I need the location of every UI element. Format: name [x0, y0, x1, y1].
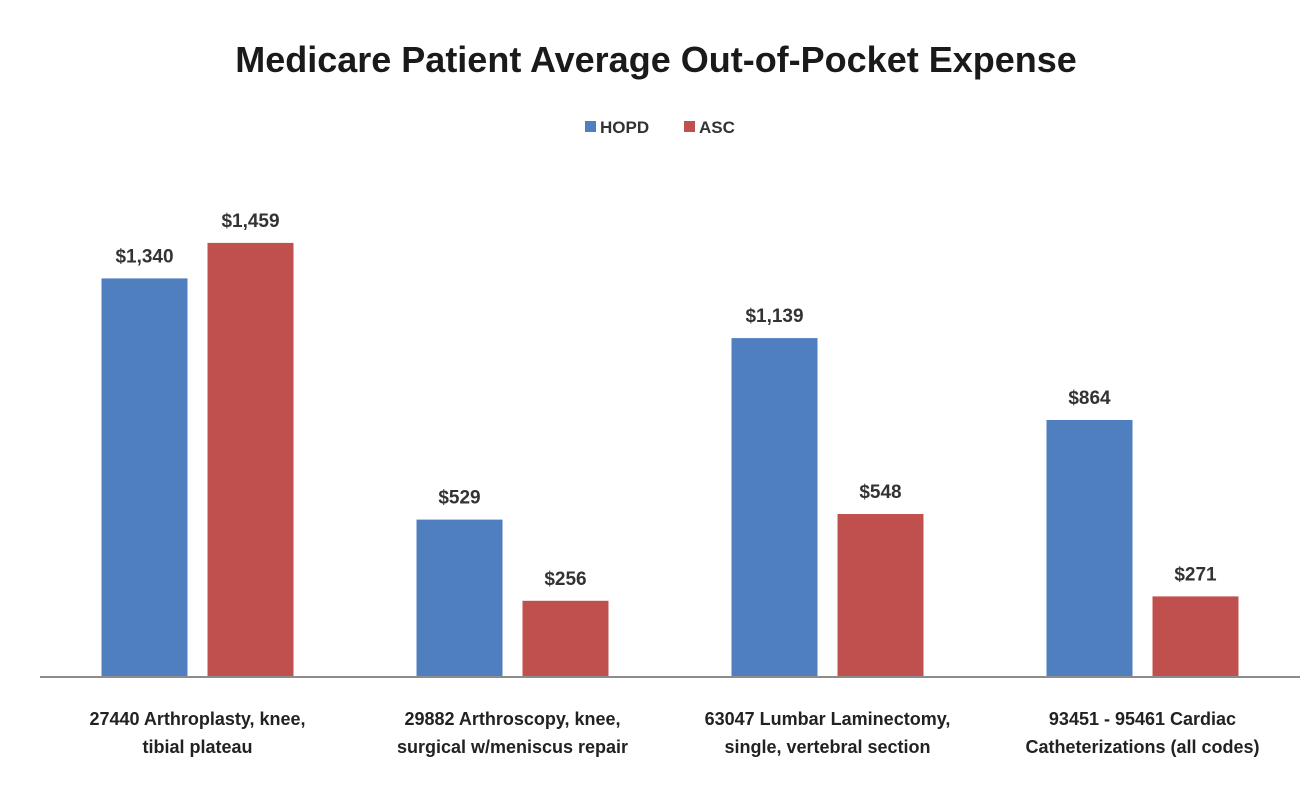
bar-asc-2 [522, 600, 609, 677]
bar-hopd-3 [731, 338, 818, 677]
category-label-1-line-2: tibial plateau [142, 737, 252, 757]
value-labels: $1,340 $1,459 $529 $256 $1,139 $548 $864 $271 [115, 211, 1217, 590]
category-labels: 27440 Arthroplasty, knee, tibial plateau 2… [89, 709, 1259, 757]
chart-title: Medicare Patient Average Out-of-Pocket E… [235, 39, 1077, 80]
legend-label-hopd: HOPD [600, 118, 649, 137]
legend-swatch-asc [684, 121, 695, 132]
category-label-1-line-1: 27440 Arthroplasty, knee, [89, 709, 305, 729]
legend: HOPD ASC [585, 118, 735, 137]
bar-hopd-2 [416, 519, 503, 677]
value-label-asc-4: $271 [1174, 564, 1217, 585]
category-label-4-line-2: Catheterizations (all codes) [1025, 737, 1259, 757]
value-label-asc-3: $548 [859, 482, 901, 503]
value-label-asc-1: $1,459 [221, 211, 279, 232]
bars [101, 242, 1239, 677]
value-label-hopd-1: $1,340 [115, 246, 173, 267]
bar-hopd-4 [1046, 420, 1133, 677]
value-label-hopd-2: $529 [438, 488, 480, 509]
bar-hopd-1 [101, 278, 188, 677]
value-label-asc-2: $256 [544, 569, 586, 590]
category-label-2-line-1: 29882 Arthroscopy, knee, [404, 709, 620, 729]
value-label-hopd-3: $1,139 [745, 306, 803, 327]
value-label-hopd-4: $864 [1068, 388, 1111, 409]
category-label-3-line-2: single, vertebral section [724, 737, 930, 757]
bar-asc-3 [837, 514, 924, 677]
category-label-2-line-2: surgical w/meniscus repair [397, 737, 628, 757]
category-label-4-line-1: 93451 - 95461 Cardiac [1049, 709, 1236, 729]
bar-asc-4 [1152, 596, 1239, 677]
bar-asc-1 [207, 242, 294, 677]
legend-swatch-hopd [585, 121, 596, 132]
category-label-3-line-1: 63047 Lumbar Laminectomy, [705, 709, 951, 729]
legend-label-asc: ASC [699, 118, 735, 137]
